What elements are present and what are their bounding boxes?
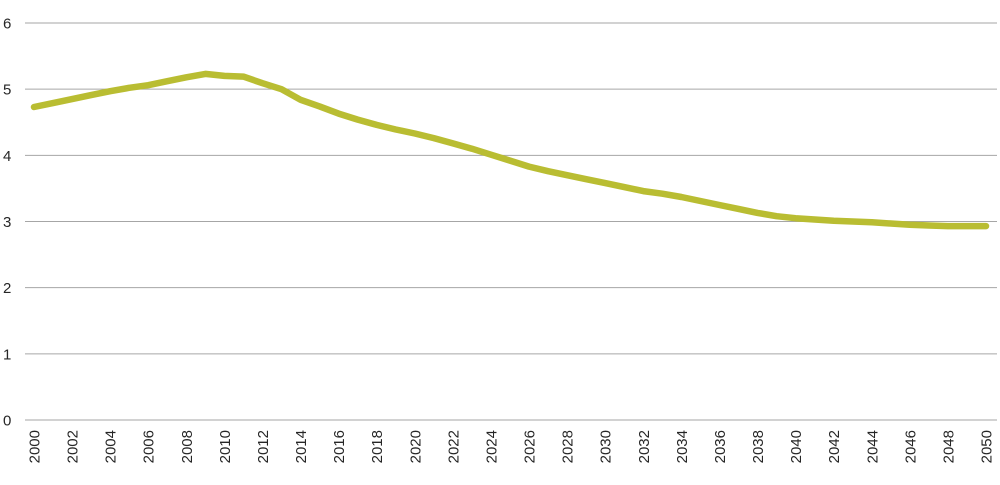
x-tick-label: 2014: [293, 430, 310, 463]
data-series-line: [30, 70, 990, 230]
x-tick-label: 2048: [940, 430, 957, 463]
x-tick-label: 2002: [65, 430, 82, 463]
y-tick-label: 2: [3, 280, 11, 297]
x-axis-labels-group: 2000 2002 2004 2006 2008 2010 2012 2014 2016 2018…: [27, 430, 996, 463]
x-tick-label: 2042: [826, 430, 843, 463]
x-tick-label: 2010: [217, 430, 234, 463]
y-tick-label: 5: [3, 82, 11, 99]
x-tick-label: 2050: [979, 430, 996, 463]
x-tick-label: 2024: [483, 430, 500, 463]
data-series-group: [30, 70, 990, 230]
x-tick-label: 2016: [331, 430, 348, 463]
x-tick-label: 2026: [522, 430, 539, 463]
y-axis-labels-group: 0 1 2 3 4 5 6: [3, 16, 11, 430]
x-tick-label: 2022: [445, 430, 462, 463]
x-tick-label: 2032: [636, 430, 653, 463]
x-tick-label: 2006: [141, 430, 158, 463]
x-tick-label: 2004: [103, 430, 120, 463]
x-tick-label: 2044: [864, 430, 881, 463]
y-tick-label: 1: [3, 346, 11, 363]
y-tick-label: 6: [3, 16, 11, 33]
gridlines-group: [25, 22, 997, 421]
x-tick-label: 2000: [27, 430, 44, 463]
x-tick-label: 2036: [712, 430, 729, 463]
x-tick-label: 2030: [598, 430, 615, 463]
y-tick-label: 4: [3, 148, 11, 165]
x-tick-label: 2028: [560, 430, 577, 463]
x-tick-label: 2034: [674, 430, 691, 463]
x-tick-label: 2038: [750, 430, 767, 463]
y-tick-label: 3: [3, 214, 11, 231]
x-tick-label: 2046: [902, 430, 919, 463]
x-tick-label: 2020: [407, 430, 424, 463]
x-tick-label: 2040: [788, 430, 805, 463]
x-tick-label: 2018: [369, 430, 386, 463]
y-tick-label: 0: [3, 413, 11, 430]
x-tick-label: 2008: [179, 430, 196, 463]
x-tick-label: 2012: [255, 430, 272, 463]
